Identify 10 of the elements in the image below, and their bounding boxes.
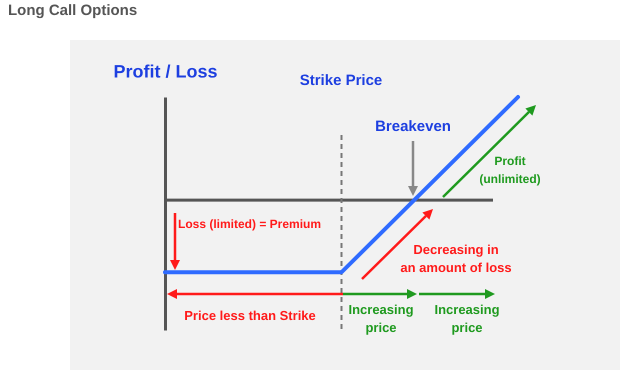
text: Strike Price bbox=[300, 72, 382, 89]
text: Increasing price bbox=[348, 302, 414, 335]
annotation: Profit (unlimited) bbox=[479, 154, 541, 186]
chart-title: Long Call Options bbox=[8, 2, 138, 19]
y-axis-title: Profit / Loss bbox=[114, 62, 218, 82]
text: Price less than Strike bbox=[184, 308, 316, 323]
annotation: Loss (limited) = Premium bbox=[178, 217, 322, 231]
annotation: Breakeven bbox=[375, 118, 451, 135]
annotation: Decreasing in an amount of loss bbox=[400, 242, 512, 275]
text: Increasing price bbox=[434, 302, 500, 335]
